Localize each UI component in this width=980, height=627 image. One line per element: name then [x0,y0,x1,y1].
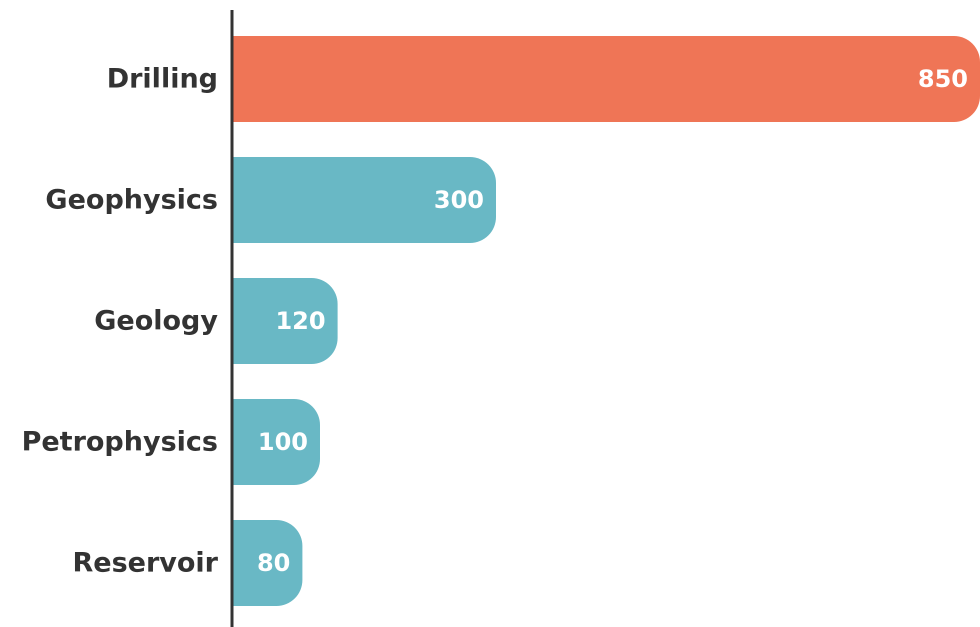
bars-group [232,36,980,606]
value-label-geology: 120 [275,307,325,335]
value-label-petrophysics: 100 [258,428,308,456]
category-label-geophysics: Geophysics [45,185,218,216]
category-label-drilling: Drilling [107,64,218,95]
value-label-drilling: 850 [918,65,968,93]
value-labels: 850 300 120 100 80 [257,65,968,577]
bar-drilling [232,36,980,122]
category-labels: Drilling Geophysics Geology Petrophysics Res… [22,64,219,579]
bar-reservoir [232,520,303,606]
value-label-geophysics: 300 [434,186,484,214]
value-label-reservoir: 80 [257,549,290,577]
bar-geology [232,278,338,364]
category-label-geology: Geology [94,306,218,337]
category-label-reservoir: Reservoir [72,548,218,579]
bar-geophysics [232,157,496,243]
bar-petrophysics [232,399,320,485]
category-label-petrophysics: Petrophysics [22,427,218,458]
